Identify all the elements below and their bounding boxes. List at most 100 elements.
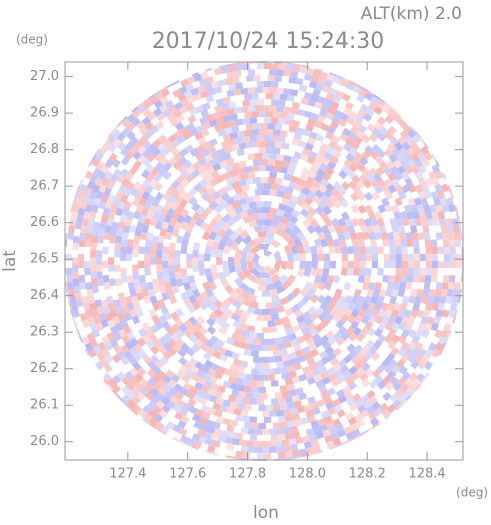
radar-cell: [197, 136, 207, 146]
radar-cell: [308, 150, 318, 159]
radar-cell: [224, 61, 233, 67]
radar-cell: [404, 177, 414, 187]
radar-cell: [213, 428, 223, 436]
radar-cell: [258, 111, 266, 118]
radar-cell: [154, 421, 164, 430]
radar-cell: [356, 419, 366, 428]
radar-cell: [265, 165, 274, 172]
radar-cell: [204, 297, 214, 307]
radar-cell: [384, 191, 394, 201]
radar-cell: [307, 99, 316, 107]
radar-cell: [144, 391, 154, 401]
radar-cell: [274, 75, 282, 82]
radar-cell: [352, 119, 362, 129]
radar-cell: [91, 204, 99, 213]
radar-cell: [258, 404, 266, 411]
radar-cell: [140, 207, 149, 217]
radar-cell: [379, 402, 389, 412]
radar-cell: [454, 282, 461, 290]
radar-cell: [89, 210, 97, 220]
radar-cell: [394, 275, 402, 283]
radar-cell: [350, 204, 360, 214]
radar-cell: [276, 153, 285, 161]
radar-cell: [129, 337, 139, 347]
radar-cell: [381, 197, 390, 207]
radar-cell: [321, 172, 332, 182]
radar-cell: [335, 423, 345, 432]
radar-cell: [232, 174, 242, 183]
radar-cell: [104, 225, 112, 234]
radar-cell: [211, 271, 220, 281]
radar-cell: [108, 264, 115, 272]
radar-cell: [210, 382, 220, 391]
radar-cell: [144, 246, 151, 254]
radar-cell: [393, 231, 401, 240]
radar-cell: [167, 346, 177, 357]
radar-cell: [279, 366, 288, 374]
radar-cell: [270, 273, 281, 284]
radar-cell: [227, 119, 237, 128]
radar-cell: [357, 404, 367, 414]
radar-cell: [310, 281, 320, 291]
radar-cell: [390, 308, 399, 318]
radar-cell: [343, 426, 353, 435]
radar-cell: [324, 231, 333, 241]
radar-cell: [131, 108, 142, 118]
radar-cell: [177, 93, 187, 102]
radar-cell: [264, 416, 272, 423]
x-unit: (deg): [456, 486, 488, 500]
radar-cell: [115, 207, 123, 217]
radar-cell: [279, 111, 288, 119]
radar-cell: [238, 61, 247, 65]
radar-cell: [468, 261, 474, 268]
radar-cell: [244, 111, 252, 119]
radar-cell: [116, 228, 124, 237]
radar-cell: [283, 88, 291, 95]
radar-cell: [267, 123, 275, 130]
radar-cell: [256, 81, 264, 88]
radar-cell: [284, 186, 294, 195]
radar-cell: [290, 338, 299, 347]
radar-cell: [325, 92, 335, 101]
radar-cell: [349, 125, 360, 135]
radar-cell: [103, 393, 114, 403]
radar-cell: [174, 101, 184, 111]
radar-cell: [325, 330, 335, 340]
radar-cell: [264, 314, 272, 321]
radar-cell: [117, 312, 126, 322]
radar-cell: [346, 314, 356, 324]
radar-cell: [419, 268, 426, 276]
radar-cell: [272, 129, 281, 136]
radar-cell: [271, 135, 279, 142]
radar-cell: [205, 456, 214, 461]
radar-cell: [371, 351, 381, 362]
radar-cell: [252, 338, 261, 345]
radar-cell: [384, 321, 394, 331]
radar-cell: [216, 174, 226, 184]
radar-cell: [131, 404, 142, 414]
radar-cell: [411, 164, 420, 174]
x-tick-label: 128.2: [349, 467, 386, 482]
radar-cell: [81, 295, 89, 304]
radar-cell: [78, 274, 86, 283]
radar-cell: [106, 217, 114, 227]
radar-cell: [394, 388, 405, 398]
radar-cell: [270, 238, 281, 249]
radar-cell: [174, 121, 184, 131]
radar-cell: [114, 242, 122, 251]
radar-cell: [403, 309, 412, 318]
radar-cell: [180, 342, 190, 353]
radar-cell: [126, 211, 135, 220]
radar-cell: [369, 95, 380, 105]
radar-cell: [384, 204, 393, 213]
radar-cell: [365, 339, 375, 350]
radar-cell: [151, 147, 162, 157]
radar-cell: [222, 171, 232, 180]
radar-cell: [357, 204, 367, 214]
radar-cell: [180, 291, 189, 301]
radar-cell: [254, 344, 263, 351]
radar-cell: [205, 113, 215, 122]
radar-cell: [353, 361, 364, 371]
radar-cell: [352, 246, 360, 254]
radar-cell: [232, 339, 242, 348]
